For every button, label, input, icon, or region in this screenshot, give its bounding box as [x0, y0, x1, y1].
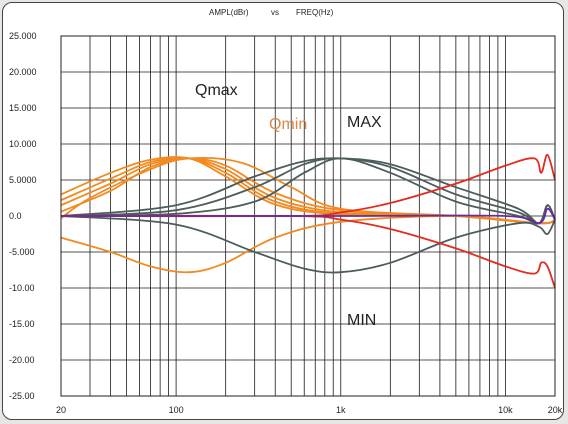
y-tick-label: 20.000 [9, 67, 37, 77]
x-tick-label: 100 [169, 405, 184, 415]
y-tick-label: -15.00 [9, 319, 35, 329]
y-tick-label: 25.000 [9, 31, 37, 41]
series-line-10 [60, 215, 556, 274]
annotation-qmin: Qmin [269, 116, 307, 133]
x-tick-label: 1k [336, 405, 346, 415]
tick-labels: 25.000 20.000 15.000 10.000 5.0000 0.0 -5.000 -… [9, 31, 563, 415]
y-tick-label: 0.0 [9, 211, 22, 221]
header-freq: FREQ(Hz) [296, 8, 334, 17]
annotation-min: MIN [347, 312, 376, 329]
y-tick-label: -25.00 [9, 391, 35, 401]
series-layer [60, 153, 556, 289]
y-tick-label: 15.000 [9, 103, 37, 113]
annotation-max: MAX [347, 114, 382, 131]
header-vs: vs [271, 8, 279, 17]
x-tick-label: 20k [548, 405, 563, 415]
header-ampl: AMPL(dBr) [209, 8, 249, 17]
annotation-qmax: Qmax [195, 82, 238, 99]
series-line-13 [61, 207, 556, 225]
frequency-response-chart: 25.000 20.000 15.000 10.000 5.0000 0.0 -5.000 -… [9, 8, 563, 415]
y-tick-label: -20.00 [9, 355, 35, 365]
x-tick-label: 10k [498, 405, 513, 415]
plot-border [60, 35, 556, 397]
chart-frame: 25.000 20.000 15.000 10.000 5.0000 0.0 -5.000 -… [2, 2, 564, 420]
y-tick-label: 5.0000 [9, 175, 37, 185]
x-tick-label: 20 [56, 405, 66, 415]
series-line-6 [60, 215, 556, 274]
y-tick-label: -10.00 [9, 283, 35, 293]
y-tick-label: -5.000 [9, 247, 35, 257]
y-tick-label: 10.000 [9, 139, 37, 149]
